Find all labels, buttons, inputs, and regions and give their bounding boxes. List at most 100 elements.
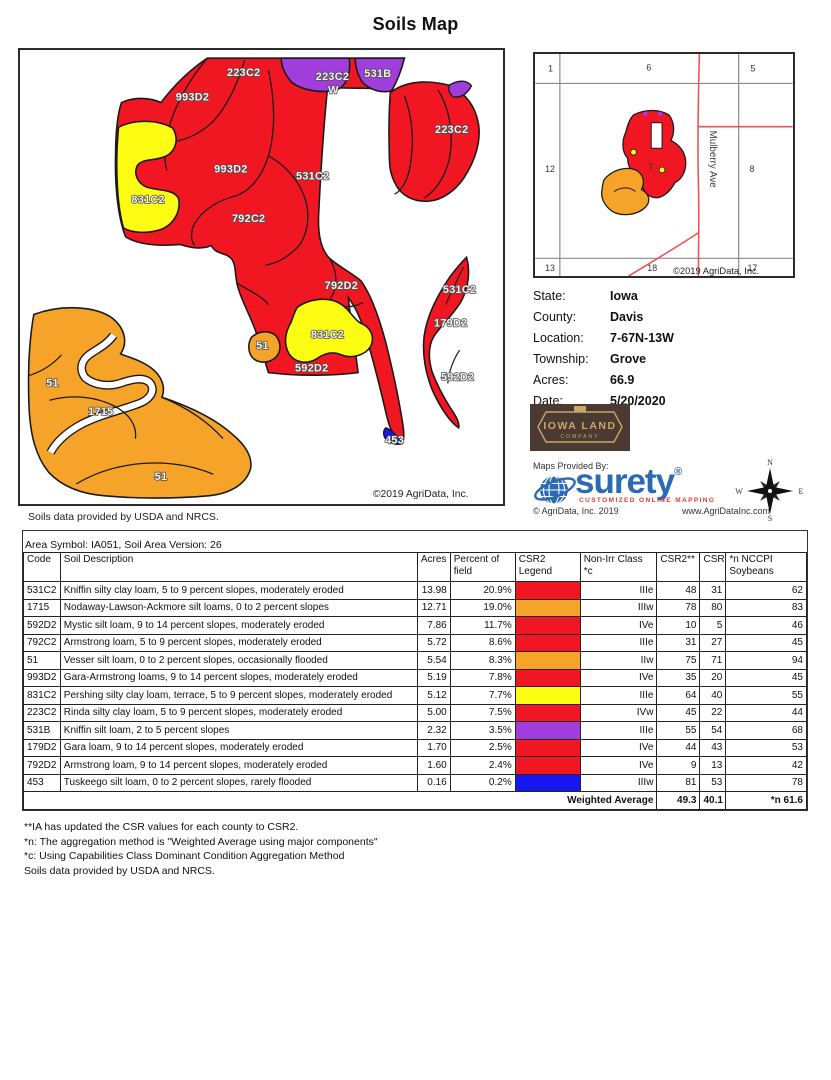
csr2-cell: 64 (656, 686, 701, 705)
nonirr-class-cell: IIIe (579, 581, 658, 600)
strip-contours (445, 266, 465, 384)
mini-yellow-dot (630, 148, 637, 156)
logo-hexagon (537, 411, 623, 443)
table-row: 831C2 Pershing silty clay loam, terrace, … (23, 686, 807, 705)
description-cell: Nodaway-Lawson-Ackmore silt loams, 0 to … (59, 598, 418, 617)
soil-code-label: 831C2 (311, 329, 344, 341)
nccpi-cell: 78 (725, 773, 807, 792)
table-row: 179D2 Gara loam, 9 to 14 percent slopes, … (23, 738, 807, 757)
locator-map: 1 6 5 12 8 13 18 17 7 Mulberry Ave ©2019 AgriDat… (533, 52, 795, 278)
soil-code-label: 51 (46, 377, 59, 389)
code-cell: 1715 (23, 598, 61, 617)
locator-canvas: 1 6 5 12 8 13 18 17 7 Mulberry Ave ©2019 AgriDat… (535, 53, 793, 277)
soils-map-canvas: 223C2 993D2 223C2 W 531B 223C2 993D2 531C2 831C2… (27, 57, 480, 500)
info-value: Davis (610, 309, 644, 324)
logo-line1: IOWA LAND (543, 420, 616, 432)
legend-swatch (514, 668, 581, 687)
mini-yellow-dot2 (658, 166, 666, 174)
nonirr-class-cell: IVe (579, 668, 658, 687)
csr-cell: 40 (699, 686, 727, 705)
table-row: 51 Vesser silt loam, 0 to 2 percent slope… (23, 651, 807, 670)
table-header-cell: CSR2 Legend (514, 552, 581, 582)
footnote-line: *n: The aggregation method is "Weighted … (24, 835, 378, 848)
soil-code-label: 993D2 (176, 92, 209, 104)
nonirr-class-cell: IVe (579, 756, 658, 775)
table-header-cell: Soil Description (59, 552, 418, 582)
description-cell: Mystic silt loam, 9 to 14 percent slopes… (59, 616, 418, 635)
section-number: 17 (747, 263, 757, 273)
mini-orange-contour (613, 187, 636, 192)
soil-code-label: 531C2 (443, 284, 476, 296)
orange-contours (28, 354, 224, 485)
csr2-cell: 78 (656, 598, 701, 617)
info-label: Township: (533, 351, 589, 366)
acres-cell: 5.19 (416, 668, 451, 687)
nccpi-cell: 44 (725, 703, 807, 722)
wa-csr-value: 40.1 (699, 791, 727, 810)
description-cell: Tuskeego silt loam, 0 to 2 percent slope… (59, 773, 418, 792)
nonirr-class-cell: IIIe (579, 686, 658, 705)
csr2-cell: 31 (656, 633, 701, 652)
percent-cell: 8.6% (449, 633, 516, 652)
mini-purple-dot (642, 111, 648, 117)
percent-cell: 11.7% (449, 616, 516, 635)
soils-table-box: Area Symbol: IA051, Soil Area Version: 2… (22, 530, 808, 811)
info-row: Acres: 66.9 (533, 369, 773, 390)
csr-cell: 71 (699, 651, 727, 670)
info-row: Location: 7-67N-13W (533, 327, 773, 348)
nonirr-class-cell: IVe (579, 738, 658, 757)
percent-cell: 3.5% (449, 721, 516, 740)
mini-field-orange (601, 167, 650, 216)
section-grid (535, 54, 793, 276)
acres-cell: 5.54 (416, 651, 451, 670)
company-logo-canvas: IOWA LAND COMPANY (537, 406, 623, 443)
acres-cell: 5.72 (416, 633, 451, 652)
csr2-cell: 9 (656, 756, 701, 775)
soil-region-red-main (114, 57, 480, 445)
code-cell: 531C2 (23, 581, 61, 600)
wa-nccpi-value: *n 61.6 (725, 791, 807, 810)
acres-cell: 5.12 (416, 686, 451, 705)
code-cell: 223C2 (23, 703, 61, 722)
soil-region-orange-small (248, 331, 281, 363)
soil-code-label: 831C2 (131, 194, 164, 206)
field-info-block: State: Iowa County: Davis Location: 7-67N-13W… (533, 285, 773, 411)
soil-code-label: 592D2 (441, 371, 474, 383)
description-cell: Rinda silty clay loam, 5 to 9 percent sl… (59, 703, 418, 722)
code-cell: 531B (23, 721, 61, 740)
compass-canvas: N E S W (735, 458, 803, 523)
code-cell: 179D2 (23, 738, 61, 757)
percent-cell: 2.4% (449, 756, 516, 775)
mini-purple-dot2 (657, 111, 663, 117)
csr2-cell: 44 (656, 738, 701, 757)
csr-cell: 20 (699, 668, 727, 687)
soil-region-red-lower-right (422, 255, 470, 430)
legend-swatch (514, 616, 581, 635)
code-cell: 792C2 (23, 633, 61, 652)
soil-code-label: 1715 (88, 406, 113, 418)
acres-cell: 13.98 (416, 581, 451, 600)
code-cell: 831C2 (23, 686, 61, 705)
csr2-cell: 35 (656, 668, 701, 687)
river-channel (47, 333, 156, 455)
nccpi-cell: 45 (725, 633, 807, 652)
csr-cell: 31 (699, 581, 727, 600)
nccpi-cell: 45 (725, 668, 807, 687)
acres-cell: 7.86 (416, 616, 451, 635)
acres-cell: 2.32 (416, 721, 451, 740)
csr2-cell: 10 (656, 616, 701, 635)
csr2-cell: 48 (656, 581, 701, 600)
acres-cell: 5.00 (416, 703, 451, 722)
nccpi-cell: 55 (725, 686, 807, 705)
surety-logo: surety® CUSTOMIZED ONLINE MAPPING (533, 462, 773, 512)
csr-cell: 5 (699, 616, 727, 635)
description-cell: Pershing silty clay loam, terrace, 5 to … (59, 686, 418, 705)
info-value: 7-67N-13W (610, 330, 674, 345)
compass-n: N (767, 458, 773, 467)
nccpi-cell: 68 (725, 721, 807, 740)
footnotes: **IA has updated the CSR values for each… (24, 820, 378, 878)
info-value: Grove (610, 351, 647, 366)
nonirr-class-cell: IIIe (579, 721, 658, 740)
csr-cell: 13 (699, 756, 727, 775)
